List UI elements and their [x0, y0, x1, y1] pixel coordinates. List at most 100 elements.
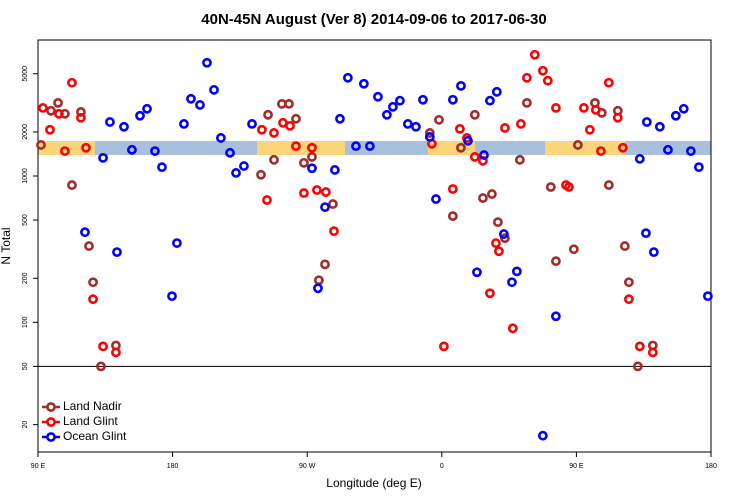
- data-point: [96, 361, 106, 372]
- x-tick-label: 90 W: [299, 463, 316, 470]
- data-point: [494, 246, 504, 257]
- data-point: [578, 103, 589, 113]
- data-point: [641, 117, 652, 127]
- data-point: [516, 119, 526, 129]
- data-point: [537, 430, 548, 441]
- data-point: [507, 323, 518, 334]
- legend-label: Ocean Glint: [63, 429, 127, 443]
- data-point: [447, 184, 458, 194]
- legend-marker: [46, 417, 56, 427]
- data-point: [507, 277, 517, 288]
- data-point: [478, 193, 488, 203]
- data-point: [112, 247, 122, 257]
- data-point: [172, 238, 182, 248]
- data-point: [670, 110, 681, 121]
- ocean-band: [38, 141, 711, 155]
- data-point: [431, 194, 441, 204]
- data-point: [299, 188, 309, 198]
- data-point: [693, 162, 704, 173]
- data-point: [418, 94, 428, 105]
- x-tick-label: 0: [440, 463, 444, 470]
- data-point: [702, 291, 713, 302]
- data-point: [648, 247, 659, 257]
- data-point: [135, 110, 145, 121]
- data-point: [545, 182, 556, 192]
- data-point: [373, 91, 383, 102]
- y-tick-label: 200: [22, 272, 29, 284]
- data-point: [500, 123, 510, 133]
- data-point: [623, 277, 634, 288]
- data-point: [186, 93, 196, 104]
- data-point: [167, 291, 177, 302]
- land-band: [545, 141, 625, 155]
- data-point: [284, 98, 294, 109]
- data-point: [641, 228, 651, 239]
- data-point: [329, 226, 339, 237]
- data-point: [521, 72, 532, 83]
- data-point: [67, 77, 77, 88]
- data-point: [263, 109, 273, 120]
- data-point: [179, 119, 189, 129]
- data-point: [320, 187, 331, 197]
- data-point: [80, 227, 90, 238]
- data-point: [105, 117, 115, 127]
- data-point: [521, 97, 532, 108]
- data-point: [67, 180, 77, 190]
- data-point: [463, 135, 473, 146]
- data-point: [456, 80, 466, 91]
- data-point: [127, 144, 137, 155]
- plot-frame: [37, 39, 712, 453]
- data-point: [329, 165, 340, 175]
- data-point: [469, 152, 480, 162]
- data-point: [88, 277, 98, 288]
- data-point: [492, 217, 503, 228]
- data-point: [285, 120, 295, 131]
- data-point: [142, 103, 152, 114]
- data-point: [619, 241, 630, 251]
- data-point: [364, 141, 375, 152]
- map-band: [38, 141, 711, 155]
- data-point: [551, 311, 561, 322]
- data-point: [514, 154, 525, 165]
- data-point: [537, 65, 548, 76]
- data-point: [454, 123, 465, 134]
- x-tick-label: 180: [167, 463, 179, 470]
- data-point: [632, 361, 643, 372]
- data-point: [572, 140, 583, 150]
- data-point: [382, 109, 392, 120]
- data-point: [256, 124, 267, 135]
- data-point: [150, 146, 160, 156]
- data-point: [634, 341, 645, 352]
- data-point: [472, 267, 482, 278]
- data-point: [313, 275, 324, 286]
- data-point: [603, 180, 614, 190]
- data-point: [84, 241, 94, 251]
- data-point: [81, 142, 91, 153]
- data-point: [564, 182, 574, 192]
- data-point: [239, 161, 249, 171]
- y-tick-label: 500: [22, 214, 29, 226]
- legend-marker: [46, 402, 56, 412]
- data-point: [456, 142, 466, 153]
- data-point: [678, 103, 689, 114]
- data-point: [542, 75, 553, 86]
- y-tick-label: 5000: [22, 66, 29, 82]
- data-point: [45, 124, 55, 135]
- x-tick-label: 90 E: [569, 463, 584, 470]
- data-point: [663, 144, 673, 155]
- data-point: [491, 238, 501, 248]
- data-point: [157, 162, 167, 173]
- data-point: [119, 121, 129, 132]
- data-point: [98, 152, 108, 163]
- data-point: [551, 256, 561, 267]
- y-tick-label: 50: [22, 362, 29, 370]
- data-point: [654, 121, 665, 132]
- legend-marker: [46, 432, 56, 442]
- data-point: [46, 105, 56, 116]
- legend-label: Land Glint: [63, 414, 118, 428]
- data-point: [54, 108, 64, 119]
- data-point: [647, 347, 658, 358]
- data-point: [60, 146, 70, 156]
- data-point: [438, 341, 449, 352]
